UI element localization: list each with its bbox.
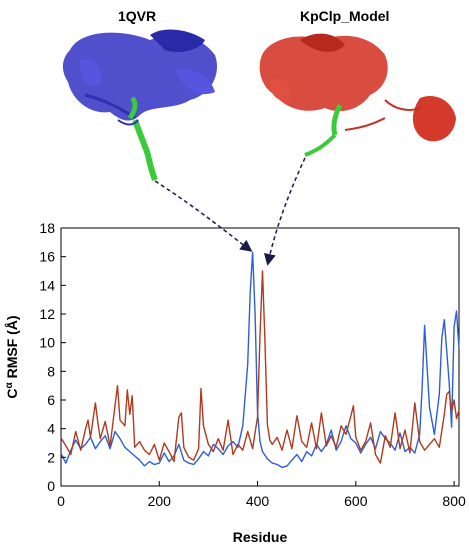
y-tick-label: 12 (39, 306, 55, 322)
x-tick-label: 600 (344, 493, 368, 509)
left-structure-label: 1QVR (118, 8, 157, 24)
plot-area-frame (60, 227, 460, 487)
y-tick-label: 0 (47, 478, 55, 494)
x-tick-label: 400 (246, 493, 270, 509)
series-line-1 (60, 270, 460, 464)
x-ticks: 0 200 400 600 800 (57, 481, 466, 509)
x-tick-label: 0 (57, 493, 65, 509)
y-tick-label: 4 (47, 421, 55, 437)
y-tick-label: 2 (47, 449, 55, 465)
arrow-to-blue-peak (154, 180, 253, 252)
y-tick-label: 16 (39, 249, 55, 265)
y-tick-label: 6 (47, 392, 55, 408)
y-tick-label: 8 (47, 363, 55, 379)
y-axis-title-base: C (4, 388, 20, 398)
structure-kpclp-model-image (259, 33, 456, 157)
x-tick-label: 200 (148, 493, 172, 509)
structure-1qvr-image (62, 29, 218, 182)
series-layer (60, 251, 460, 469)
y-tick-label: 10 (39, 335, 55, 351)
x-tick-label: 800 (442, 493, 466, 509)
x-axis-title: Residue (233, 529, 288, 545)
arrow-to-red-peak (264, 157, 306, 266)
y-axis-title-sup: α (4, 381, 15, 388)
y-ticks: 0 2 4 6 8 10 12 14 16 18 (39, 220, 66, 494)
y-tick-label: 18 (39, 220, 55, 236)
y-axis-title: Cα RMSF (Å) (4, 315, 20, 398)
y-tick-label: 14 (39, 277, 55, 293)
y-axis-title-rest: RMSF (Å) (4, 315, 20, 382)
series-line-0 (60, 251, 460, 469)
right-structure-label: KpClp_Model (300, 8, 390, 24)
